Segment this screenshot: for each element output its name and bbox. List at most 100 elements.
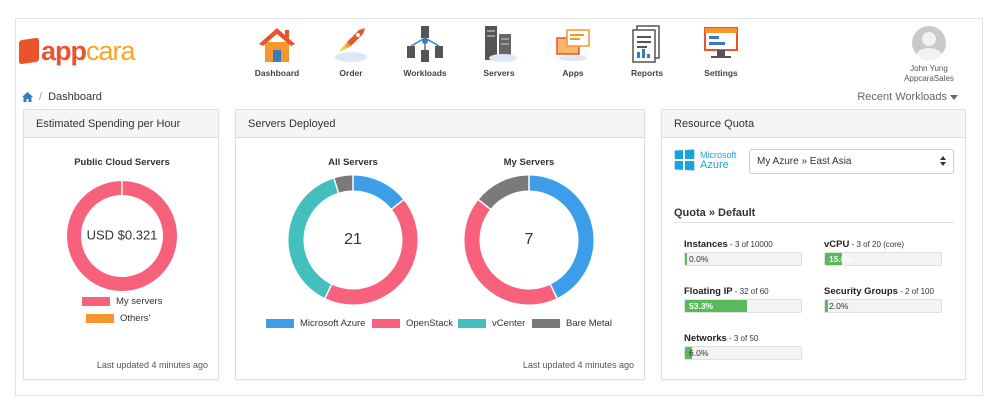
donut-slice-separator — [323, 283, 333, 300]
panel-title: Estimated Spending per Hour — [24, 110, 218, 138]
legend-swatch — [372, 319, 400, 328]
quota-name: vCPU — [824, 239, 850, 250]
nav-label: Settings — [704, 68, 738, 78]
avatar — [912, 26, 946, 60]
reports-icon — [632, 25, 660, 63]
quota-name: Networks — [684, 333, 727, 344]
quota-progress-text: 0.0% — [689, 254, 709, 264]
region-select-value: My Azure » East Asia — [757, 156, 852, 167]
quota-progress-bar: 0.0% — [684, 252, 802, 266]
legend-item: Microsoft Azure — [266, 318, 365, 329]
quota-name: Floating IP — [684, 286, 733, 297]
legend-swatch — [82, 297, 110, 306]
servers-icon — [485, 26, 517, 62]
chart-title: All Servers — [328, 157, 378, 168]
user-name: John Yung — [910, 64, 948, 73]
quota-vcpu: vCPU - 3 of 20 (core) 15.0% — [824, 239, 942, 266]
legend-swatch — [532, 319, 560, 328]
quota-progress-bar: 6.0% — [684, 346, 802, 360]
breadcrumb: / Dashboard — [22, 91, 102, 103]
user-menu[interactable]: John Yung AppcaraSales — [894, 26, 964, 84]
legend-item: OpenStack — [372, 318, 453, 329]
quota-floating-ip: Floating IP - 32 of 60 53.3% — [684, 286, 802, 313]
logo-mark-icon — [19, 37, 39, 65]
quota-detail: - 2 of 100 — [897, 287, 934, 296]
legend-item: Bare Metal — [532, 318, 612, 329]
donut-slice-separator — [477, 198, 492, 211]
donut-slice-separator — [332, 177, 340, 194]
legend-label: My servers — [116, 296, 163, 307]
legend-swatch — [458, 319, 486, 328]
legend-item: My servers — [82, 296, 162, 307]
donut-center-label: 7 — [525, 231, 534, 248]
region-select[interactable]: My Azure » East Asia — [749, 149, 954, 174]
provider-logo: Microsoft Azure — [674, 149, 737, 171]
quota-section-title: Quota » Default — [674, 207, 954, 223]
quota-progress-fill — [685, 300, 747, 312]
main-nav: Dashboard Order Workloads — [240, 24, 758, 78]
provider-line2: Azure — [700, 159, 729, 171]
nav-servers[interactable]: Servers — [462, 24, 536, 78]
nav-label: Dashboard — [254, 68, 300, 78]
nav-label: Servers — [483, 68, 515, 78]
quota-progress-text: 15.0% — [829, 254, 854, 264]
windows-logo-icon — [674, 149, 695, 171]
home-icon[interactable] — [22, 92, 33, 102]
spending-panel: Estimated Spending per Hour Public Cloud… — [23, 109, 219, 380]
quota-networks: Networks - 3 of 50 6.0% — [684, 333, 802, 360]
breadcrumb-separator: / — [39, 91, 43, 103]
quota-detail: - 3 of 50 — [726, 334, 759, 343]
last-updated: Last updated 4 minutes ago — [522, 360, 634, 370]
nav-label: Apps — [562, 68, 584, 78]
nav-workloads[interactable]: Workloads — [388, 24, 462, 78]
logo-text-cara: cara — [86, 35, 136, 66]
quota-progress-bar: 15.0% — [824, 252, 942, 266]
appcara-logo[interactable]: appcara — [19, 35, 136, 66]
last-updated: Last updated 4 minutes ago — [96, 360, 208, 370]
donut-slice-separator — [390, 198, 405, 211]
nav-apps[interactable]: Apps — [536, 24, 610, 78]
settings-icon — [704, 27, 738, 58]
all-servers-donut-chart: 21 — [288, 174, 418, 305]
quota-progress-fill — [685, 253, 688, 265]
nav-dashboard[interactable]: Dashboard — [240, 24, 314, 78]
chart-title: Public Cloud Servers — [74, 157, 170, 168]
recent-workloads-dropdown[interactable]: Recent Workloads — [857, 91, 958, 103]
quota-progress-fill — [685, 347, 692, 359]
servers-panel: Servers Deployed All Servers My Servers … — [235, 109, 645, 380]
quota-detail: - 3 of 10000 — [727, 240, 773, 249]
legend-swatch — [86, 314, 114, 323]
quota-progress-text: 2.0% — [829, 301, 849, 311]
quota-detail: - 32 of 60 — [732, 287, 769, 296]
legend-label: Bare Metal — [566, 318, 612, 329]
provider-line1: Microsoft — [700, 150, 737, 160]
apps-icon — [556, 29, 590, 61]
quota-detail: - 3 of 20 (core) — [849, 240, 905, 249]
recent-workloads-label: Recent Workloads — [857, 91, 947, 103]
quota-progress-text: 6.0% — [689, 348, 709, 358]
donut-center-label: 21 — [344, 231, 362, 248]
quota-security-groups: Security Groups - 2 of 100 2.0% — [824, 286, 942, 313]
resource-quota-panel: Resource Quota Microsoft Azure My Azure … — [661, 109, 966, 380]
my-servers-donut-chart: 7 — [464, 174, 594, 305]
nav-order[interactable]: Order — [314, 24, 388, 78]
quota-progress-bar: 2.0% — [824, 299, 942, 313]
chart-title: My Servers — [503, 157, 555, 168]
nav-label: Order — [339, 68, 363, 78]
quota-progress-text: 53.3% — [689, 301, 714, 311]
caret-down-icon — [950, 94, 958, 100]
nav-settings[interactable]: Settings — [684, 24, 758, 78]
legend-swatch — [266, 319, 294, 328]
workloads-icon — [407, 26, 443, 62]
quota-progress-bar: 53.3% — [684, 299, 802, 313]
legend-label: Others' — [120, 313, 151, 324]
panel-title: Resource Quota — [662, 110, 965, 138]
panel-title: Servers Deployed — [236, 110, 644, 138]
quota-instances: Instances - 3 of 10000 0.0% — [684, 239, 802, 266]
legend-label: Microsoft Azure — [300, 318, 366, 329]
nav-label: Workloads — [403, 68, 447, 78]
donut-center-label: USD $0.321 — [87, 227, 158, 242]
legend-label: vCenter — [492, 318, 526, 329]
quota-name: Instances — [684, 239, 728, 250]
nav-reports[interactable]: Reports — [610, 24, 684, 78]
